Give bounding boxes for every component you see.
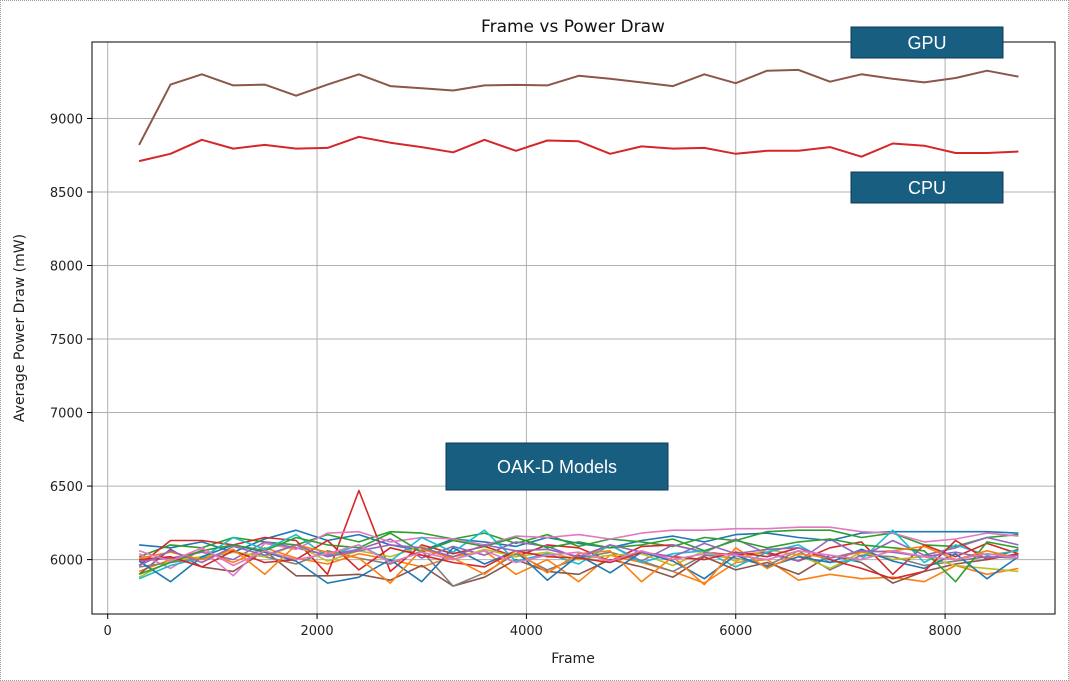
oakd-annotation: OAK-D Models xyxy=(445,442,669,491)
cpu-annotation-label: CPU xyxy=(908,178,946,198)
y-tick-label: 7000 xyxy=(50,407,83,422)
cpu-annotation-box xyxy=(850,171,1004,204)
grid xyxy=(92,42,1055,614)
gpu-annotation-box xyxy=(850,26,1004,59)
series-line-14 xyxy=(138,532,1019,583)
series-line-17 xyxy=(138,542,1019,567)
plot-frame xyxy=(91,41,1056,615)
series-line-8 xyxy=(138,548,1019,587)
series-line-15 xyxy=(139,539,1019,580)
y-tick-label: 8500 xyxy=(50,186,83,201)
series-line-18 xyxy=(138,544,1019,567)
y-tick-label: 8000 xyxy=(50,260,83,275)
x-axis-label: Frame xyxy=(551,651,595,667)
y-axis-label: Average Power Draw (mW) xyxy=(12,234,28,422)
oakd-annotation-label: OAK-D Models xyxy=(497,457,617,477)
x-tick-label: 8000 xyxy=(929,624,962,639)
series-line-13 xyxy=(138,544,1019,584)
series-group xyxy=(138,68,1019,587)
y-tick-label: 7500 xyxy=(50,333,83,348)
x-tick-label: 6000 xyxy=(719,624,752,639)
y-tick-label: 6500 xyxy=(50,480,83,495)
series-line-5 xyxy=(138,529,1019,558)
y-tick-label: 6000 xyxy=(50,554,83,569)
gpu-annotation: GPU xyxy=(850,26,1004,59)
oakd-annotation-box xyxy=(445,442,669,491)
series-line-2 xyxy=(138,135,1019,163)
x-tick-label: 0 xyxy=(104,624,112,639)
series-line-12 xyxy=(138,529,1019,580)
y-tick-label: 9000 xyxy=(50,112,83,127)
gpu-annotation-label: GPU xyxy=(907,33,946,53)
x-tick-label: 2000 xyxy=(301,624,334,639)
chart-title: Frame vs Power Draw xyxy=(481,17,665,37)
ticks: 0 2000 4000 6000 8000 6000 6500 7000 7500 8000 850… xyxy=(50,112,962,639)
cpu-annotation: CPU xyxy=(850,171,1004,204)
series-line-1 xyxy=(138,68,1019,146)
x-tick-label: 4000 xyxy=(510,624,543,639)
series-line-9 xyxy=(138,526,1019,577)
